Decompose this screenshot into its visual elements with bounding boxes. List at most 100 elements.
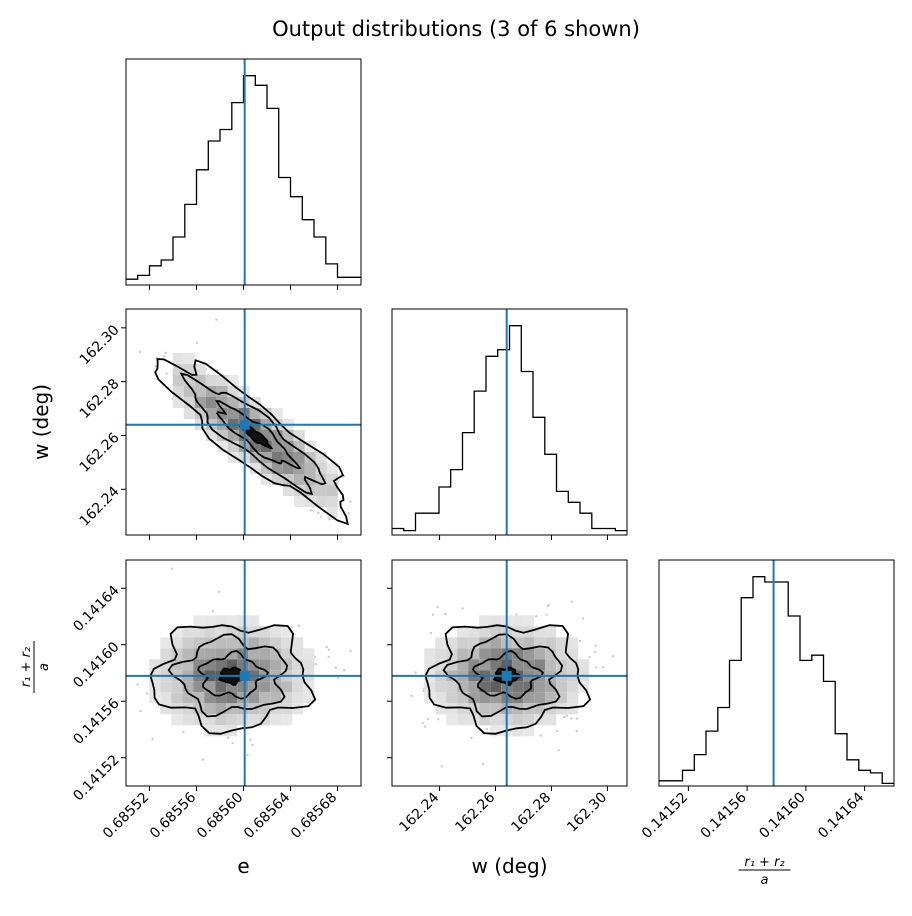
density-cell bbox=[194, 408, 206, 419]
density-cell bbox=[292, 659, 304, 671]
sample-point bbox=[309, 509, 312, 512]
density-cell bbox=[446, 681, 458, 693]
density-cell bbox=[204, 648, 216, 660]
contour-middle bbox=[179, 372, 327, 496]
density-cell bbox=[281, 692, 293, 704]
density-cell bbox=[326, 507, 338, 518]
density-cell bbox=[293, 441, 305, 452]
density-cell bbox=[171, 626, 183, 638]
density-cell bbox=[248, 692, 260, 704]
density-cell bbox=[567, 681, 579, 693]
histogram-panel-e bbox=[125, 58, 362, 286]
density-cell bbox=[193, 615, 205, 627]
density-cell bbox=[216, 441, 228, 452]
density-cell bbox=[545, 648, 557, 660]
density-cell bbox=[315, 474, 327, 485]
density-cell bbox=[260, 430, 272, 441]
density-cell bbox=[270, 637, 282, 649]
sample-point bbox=[337, 676, 339, 679]
panel-frame bbox=[391, 308, 628, 536]
density-cell bbox=[160, 648, 172, 660]
density-cell bbox=[193, 703, 205, 715]
density-cell bbox=[226, 659, 238, 671]
sample-point bbox=[424, 725, 427, 728]
density-cell bbox=[182, 692, 194, 704]
histogram-step-e bbox=[126, 75, 361, 280]
density-cell bbox=[315, 485, 327, 496]
density-cell bbox=[556, 637, 568, 649]
density-cell bbox=[249, 397, 261, 408]
x-tick-label-e: 0.68560 bbox=[194, 790, 246, 842]
sample-point bbox=[421, 722, 424, 724]
density-cell bbox=[172, 353, 184, 364]
density-cell bbox=[281, 648, 293, 660]
density-cell bbox=[326, 485, 338, 496]
sample-point bbox=[431, 613, 434, 616]
density-cell bbox=[259, 703, 271, 715]
density-cell bbox=[259, 637, 271, 649]
density-panel-e-w bbox=[116, 308, 410, 542]
density-cell bbox=[172, 375, 184, 386]
sample-point bbox=[563, 716, 566, 718]
sample-point bbox=[215, 318, 218, 321]
sample-point bbox=[426, 717, 429, 720]
density-cell bbox=[260, 463, 272, 474]
y-tick-label-r: 0.14152 bbox=[70, 752, 122, 804]
x-tick-label-w: 162.26 bbox=[452, 789, 498, 835]
sample-point bbox=[565, 714, 568, 717]
density-cell bbox=[259, 659, 271, 671]
sample-point bbox=[164, 351, 167, 354]
truth-marker bbox=[239, 670, 250, 681]
density-cell bbox=[259, 681, 271, 693]
density-cell bbox=[237, 637, 249, 649]
density-cell bbox=[271, 430, 283, 441]
density-cell bbox=[556, 648, 568, 660]
sample-point bbox=[317, 511, 320, 514]
sample-point bbox=[408, 540, 410, 542]
density-cell bbox=[204, 626, 216, 638]
density-cell bbox=[216, 375, 228, 386]
sample-point bbox=[579, 639, 581, 642]
density-cell bbox=[523, 692, 535, 704]
sample-point bbox=[325, 646, 328, 649]
sample-point bbox=[429, 631, 432, 634]
density-cell bbox=[248, 714, 260, 726]
density-cell bbox=[556, 681, 568, 693]
sample-point bbox=[349, 649, 352, 652]
x-tick-label-e: 0.68556 bbox=[147, 789, 199, 841]
density-cell bbox=[556, 692, 568, 704]
density-cell bbox=[490, 703, 502, 715]
y-tick-label-w: 162.24 bbox=[77, 484, 123, 530]
density-cell bbox=[204, 714, 216, 726]
density-cell bbox=[457, 637, 469, 649]
density-cell bbox=[446, 703, 458, 715]
sample-point bbox=[570, 600, 573, 603]
density-cell bbox=[216, 386, 228, 397]
density-cell bbox=[227, 441, 239, 452]
density-cell bbox=[248, 615, 260, 627]
density-cell bbox=[237, 714, 249, 726]
sample-point bbox=[211, 610, 214, 613]
sample-point bbox=[116, 347, 118, 349]
density-cell bbox=[172, 386, 184, 397]
sample-point bbox=[251, 743, 254, 746]
density-cell bbox=[534, 692, 546, 704]
panel-background bbox=[659, 560, 894, 786]
density-cell bbox=[183, 408, 195, 419]
density-cell bbox=[160, 692, 172, 704]
density-cell bbox=[293, 485, 305, 496]
density-cell bbox=[237, 648, 249, 660]
density-cell bbox=[292, 681, 304, 693]
sample-point bbox=[611, 655, 614, 658]
density-cell bbox=[215, 659, 227, 671]
density-cell bbox=[292, 648, 304, 660]
sample-point bbox=[165, 372, 168, 375]
density-cell bbox=[215, 626, 227, 638]
y-axis-label-r-denominator: a bbox=[37, 663, 52, 671]
histogram-step-w bbox=[392, 325, 627, 532]
density-cell bbox=[424, 648, 436, 660]
y-tick-label-r: 0.14164 bbox=[70, 583, 122, 635]
sample-point bbox=[218, 590, 221, 593]
density-cell bbox=[567, 637, 579, 649]
